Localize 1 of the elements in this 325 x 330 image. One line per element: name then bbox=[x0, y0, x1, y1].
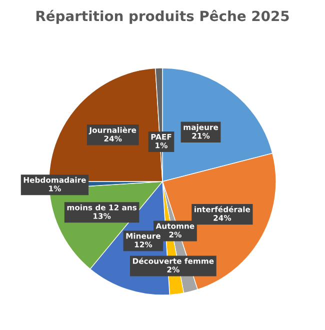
chart-title: Répartition produits Pêche 2025 bbox=[36, 10, 289, 24]
